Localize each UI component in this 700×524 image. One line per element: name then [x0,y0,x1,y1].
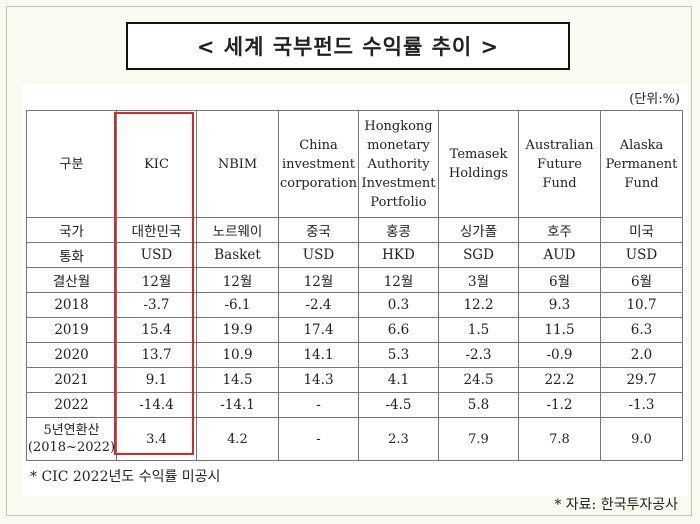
table-cell: 2018 [26,292,117,318]
table-cell: -2.4 [278,292,359,318]
table-cell: 14.5 [196,367,279,393]
table-cell: 7.9 [438,417,519,461]
table-cell: - [278,417,359,461]
table-row: 2018 -3.7 -6.1 -2.4 0.3 12.2 9.3 10.7 [26,292,683,318]
table-cell: -14.1 [196,392,279,418]
table-row: 2019 15.4 19.9 17.4 6.6 1.5 11.5 6.3 [26,317,683,343]
table-cell: 국가 [26,217,117,243]
table-cell: USD [278,242,359,268]
page-title: < 세계 국부펀드 수익률 추이 > [126,22,570,70]
header-cell: China investment corporation [278,110,359,218]
table-cell: 10.7 [600,292,683,318]
table-row: 통화 USD Basket USD HKD SGD AUD USD [26,242,683,268]
table-cell: 10.9 [196,342,279,368]
table-cell: 14.1 [278,342,359,368]
table-cell: 홍콩 [358,217,439,243]
table-cell: 13.7 [116,342,197,368]
table-cell: 29.7 [600,367,683,393]
table-cell: -1.2 [518,392,601,418]
unit-label: (단위:%) [629,92,680,107]
table-cell: 2021 [26,367,117,393]
table-cell: 12월 [116,267,197,293]
table-cell: 5.3 [358,342,439,368]
table-cell: - [278,392,359,418]
table-cell: 15.4 [116,317,197,343]
table-cell: 1.5 [438,317,519,343]
table-row: 2020 13.7 10.9 14.1 5.3 -2.3 -0.9 2.0 [26,342,683,368]
header-cell: Alaska Permanent Fund [600,110,683,218]
table-cell: 결산월 [26,267,117,293]
average-row: 5년연환산 (2018~2022) 3.4 4.2 - 2.3 7.9 7.8 … [26,417,683,461]
table-cell: 12.2 [438,292,519,318]
table-cell: -0.9 [518,342,601,368]
source-note: * 자료: 한국투자공사 [554,497,678,513]
header-cell: Temasek Holdings [438,110,519,218]
table-cell: 0.3 [358,292,439,318]
table-cell: 2022 [26,392,117,418]
header-cell: KIC [116,110,197,218]
table-cell: -14.4 [116,392,197,418]
table-cell: 3.4 [116,417,197,461]
table-cell: -2.3 [438,342,519,368]
table-panel: (단위:%) 구분 KIC NBIM China investment corp… [22,84,688,496]
fund-return-table: 구분 KIC NBIM China investment corporation… [26,110,683,461]
table-cell: 대한민국 [116,217,197,243]
table-cell: 17.4 [278,317,359,343]
table-cell: 2019 [26,317,117,343]
table-row: 2022 -14.4 -14.1 - -4.5 5.8 -1.2 -1.3 [26,392,683,418]
table-cell: 4.2 [196,417,279,461]
table-cell: 9.1 [116,367,197,393]
table-cell: 노르웨이 [196,217,279,243]
table-cell: 2020 [26,342,117,368]
table-cell: 9.0 [600,417,683,461]
table-cell: 2.3 [358,417,439,461]
table-cell: 14.3 [278,367,359,393]
table-cell: 12월 [358,267,439,293]
table-cell: HKD [358,242,439,268]
table-cell: -6.1 [196,292,279,318]
average-label-line2: (2018~2022) [27,440,116,455]
average-label-line1: 5년연환산 [43,423,100,438]
table-cell: 7.8 [518,417,601,461]
header-row: 구분 KIC NBIM China investment corporation… [26,110,683,218]
table-cell: 12월 [278,267,359,293]
table-cell: 11.5 [518,317,601,343]
table-cell: 22.2 [518,367,601,393]
header-cell: 구분 [26,110,117,218]
table-cell: 미국 [600,217,683,243]
footnote: * CIC 2022년도 수익률 미공시 [30,469,221,485]
table-cell: 6월 [518,267,601,293]
table-cell: 12월 [196,267,279,293]
header-cell: Hongkong monetary Authority Investment P… [358,110,439,218]
table-cell: 3월 [438,267,519,293]
table-cell: -3.7 [116,292,197,318]
table-row: 국가 대한민국 노르웨이 중국 홍콩 싱가폴 호주 미국 [26,217,683,243]
header-cell: NBIM [196,110,279,218]
table-cell: 19.9 [196,317,279,343]
table-cell: 싱가폴 [438,217,519,243]
table-cell: -1.3 [600,392,683,418]
table-cell: USD [600,242,683,268]
table-cell: -4.5 [358,392,439,418]
average-label-cell: 5년연환산 (2018~2022) [26,417,117,461]
table-cell: AUD [518,242,601,268]
table-cell: Basket [196,242,279,268]
table-cell: 2.0 [600,342,683,368]
table-cell: 6.6 [358,317,439,343]
table-cell: 9.3 [518,292,601,318]
table-cell: 4.1 [358,367,439,393]
table-row: 결산월 12월 12월 12월 12월 3월 6월 6월 [26,267,683,293]
table-cell: 호주 [518,217,601,243]
page-frame [6,6,692,516]
table-cell: 5.8 [438,392,519,418]
header-cell: Australian Future Fund [518,110,601,218]
table-cell: 24.5 [438,367,519,393]
table-cell: 중국 [278,217,359,243]
table-cell: 6월 [600,267,683,293]
table-cell: 통화 [26,242,117,268]
table-cell: USD [116,242,197,268]
table-row: 2021 9.1 14.5 14.3 4.1 24.5 22.2 29.7 [26,367,683,393]
table-cell: 6.3 [600,317,683,343]
table-cell: SGD [438,242,519,268]
